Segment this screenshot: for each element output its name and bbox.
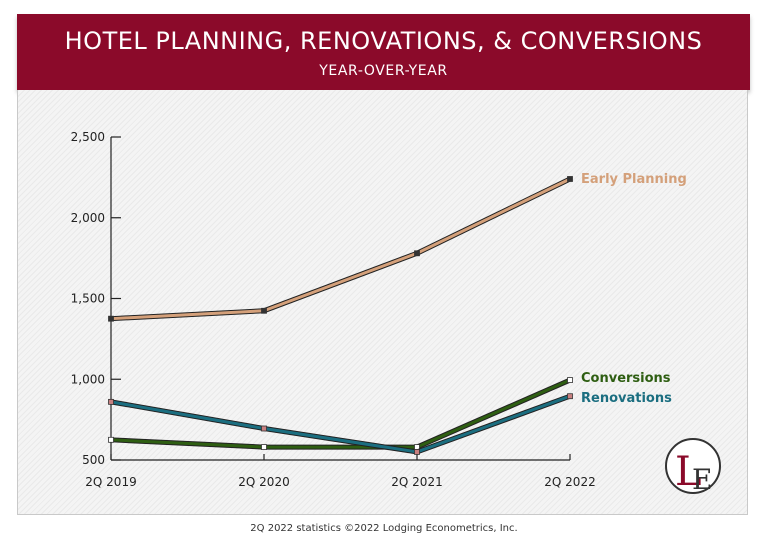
lodging-econometrics-logo: L E bbox=[665, 438, 721, 496]
y-tick-label: 2,500 bbox=[71, 130, 105, 144]
logo-letter-l: L bbox=[675, 449, 702, 495]
early-planning-point bbox=[108, 315, 114, 322]
logo-letter-e: E bbox=[692, 463, 712, 496]
renovations-point bbox=[108, 398, 114, 405]
early-planning-point bbox=[414, 250, 420, 257]
chart-header: HOTEL PLANNING, RENOVATIONS, & CONVERSIO… bbox=[17, 14, 750, 90]
early-planning-line bbox=[110, 177, 571, 321]
chart-series-labels: Early Planning Conversions Renovations bbox=[581, 172, 687, 406]
renovations-line bbox=[110, 394, 571, 454]
chart-subtitle: YEAR-OVER-YEAR bbox=[319, 63, 448, 79]
conversions-point bbox=[261, 444, 267, 450]
early-planning-point bbox=[567, 176, 573, 182]
x-tick-label: 2Q 2021 bbox=[391, 475, 442, 489]
footer-note: 2Q 2022 statistics ©2022 Lodging Econome… bbox=[250, 523, 518, 534]
conversions-point bbox=[567, 377, 573, 383]
y-tick-label: 1,500 bbox=[71, 292, 105, 306]
conversions-line bbox=[110, 378, 571, 449]
chart-axes: 500 1,000 1,500 2,000 2,500 2Q 2019 2Q 2020 2Q … bbox=[71, 130, 596, 489]
logo-circle bbox=[665, 438, 721, 494]
early-planning-label: Early Planning bbox=[581, 172, 687, 187]
renovations-point bbox=[261, 425, 267, 432]
y-tick-label: 500 bbox=[82, 453, 105, 467]
chart-series bbox=[108, 176, 573, 455]
early-planning-line-outline bbox=[110, 176, 572, 322]
renovations-label: Renovations bbox=[581, 391, 672, 406]
y-tick-label: 1,000 bbox=[71, 372, 105, 386]
x-tick-label: 2Q 2019 bbox=[85, 475, 136, 489]
x-tick-label: 2Q 2020 bbox=[238, 475, 289, 489]
x-tick-label: 2Q 2022 bbox=[544, 475, 595, 489]
early-planning-point bbox=[261, 307, 267, 314]
renovations-point bbox=[414, 449, 420, 455]
y-tick-label: 2,000 bbox=[71, 211, 105, 225]
chart-title: HOTEL PLANNING, RENOVATIONS, & CONVERSIO… bbox=[64, 27, 703, 55]
conversions-label: Conversions bbox=[581, 371, 671, 386]
conversions-point bbox=[108, 436, 114, 443]
renovations-point bbox=[567, 393, 573, 400]
